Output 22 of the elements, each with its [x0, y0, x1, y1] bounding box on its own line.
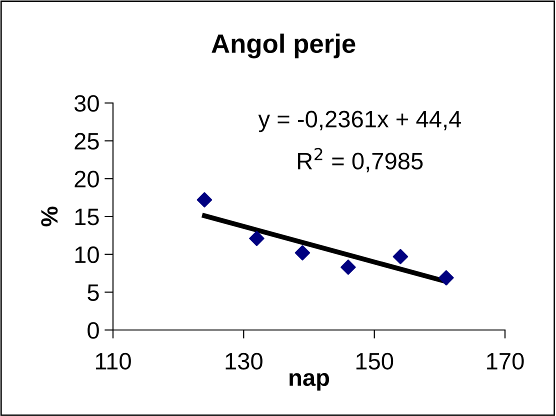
y-tick-label: 30 [74, 95, 99, 112]
x-tick-label: 130 [226, 352, 262, 370]
annotation: R$^{2}$ = 0,7985 [298, 148, 423, 172]
point [438, 270, 454, 286]
point [340, 260, 356, 275]
y-tick-label: 20 [74, 170, 99, 188]
y-tick-label: 0 [88, 322, 99, 339]
point [392, 248, 408, 264]
x-axis-title: nap [290, 373, 330, 391]
point [196, 192, 212, 208]
y-tick-label: 25 [74, 132, 99, 150]
y-tick-label: 10 [75, 246, 99, 264]
y-tick-label: 15 [75, 208, 99, 226]
point [294, 245, 310, 260]
annotation: y = -0,2361x + 44,4 [258, 110, 462, 132]
chart-title: Angol perje [212, 34, 356, 58]
x-tick-label: 170 [487, 352, 524, 370]
x-tick-label: 110 [96, 352, 131, 370]
x-tick-label: 150 [356, 352, 394, 370]
point [249, 230, 264, 246]
y-axis-title: % [41, 206, 58, 226]
y-tick-label: 5 [88, 284, 99, 301]
